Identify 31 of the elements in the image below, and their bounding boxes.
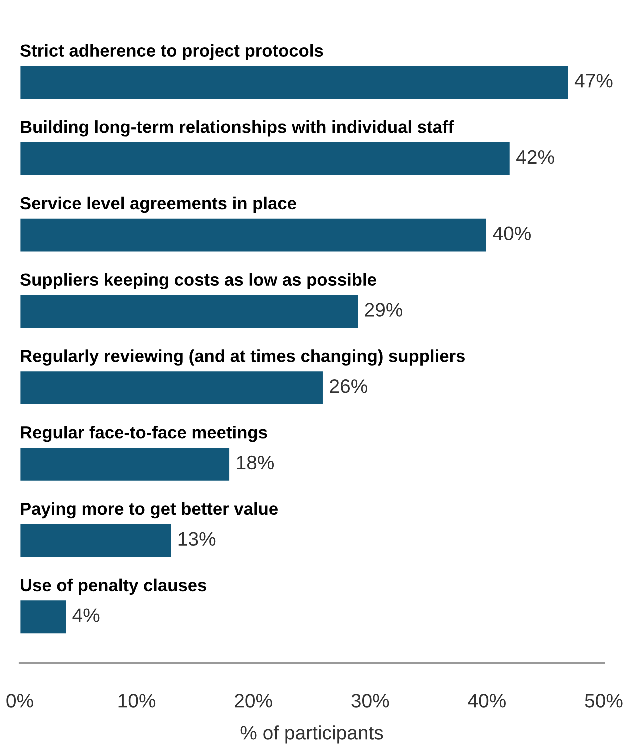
bar [20, 141, 512, 177]
bar [20, 294, 360, 330]
y-tick-label: Paying more to get better value [21, 502, 278, 519]
data-label: 18% [237, 456, 274, 470]
y-tick-label: Building long-term relationships with individual staff [21, 120, 454, 137]
x-tick-label: 30% [352, 694, 390, 708]
y-tick-label: Regularly reviewing (and at times changing) suppliers [21, 350, 465, 366]
data-label: 4% [72, 608, 100, 622]
bar [20, 64, 570, 100]
data-label: 13% [178, 532, 216, 546]
y-tick-label: Use of penalty clauses [21, 578, 206, 596]
bar [20, 370, 324, 406]
y-tick-label: Service level agreements in place [20, 196, 296, 214]
data-label: 47% [574, 74, 613, 88]
bar [20, 217, 488, 254]
y-tick-label: Strict adherence to project protocols [20, 44, 324, 60]
data-label: 26% [330, 380, 368, 394]
data-label: 40% [493, 226, 531, 241]
x-axis-title: % of participants [240, 726, 384, 744]
bar [20, 446, 231, 482]
x-tick-label: 10% [118, 694, 156, 708]
bar [20, 599, 68, 636]
bar [20, 522, 173, 559]
data-label: 42% [516, 150, 554, 164]
x-tick-label: 50% [585, 694, 623, 708]
data-label: 29% [365, 303, 402, 317]
x-tick-label: 40% [468, 694, 506, 708]
y-tick-label: Regular face-to-face meetings [21, 426, 268, 442]
x-tick-label: 0% [6, 694, 34, 708]
x-tick-label: 20% [235, 694, 272, 708]
y-tick-label: Suppliers keeping costs as low as possible [20, 273, 376, 290]
